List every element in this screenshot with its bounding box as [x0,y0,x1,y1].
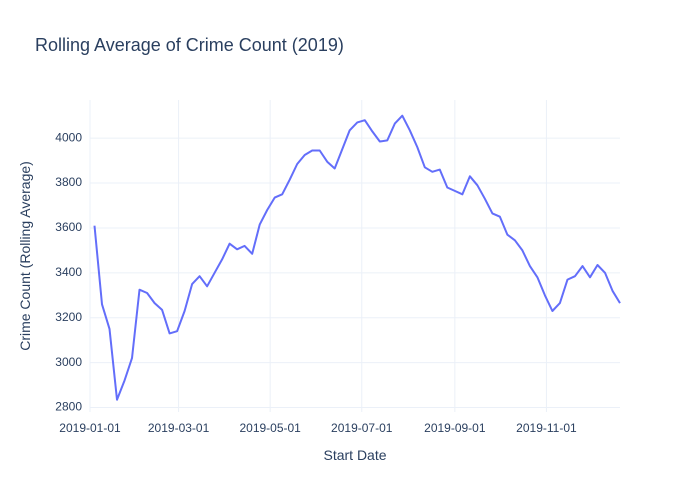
x-tick-label: 2019-05-01 [239,421,301,435]
chart-title: Rolling Average of Crime Count (2019) [35,35,344,55]
x-tick-label: 2019-01-01 [59,421,121,435]
x-tick-label: 2019-07-01 [331,421,393,435]
y-tick-label: 3400 [55,265,82,279]
y-tick-label: 4000 [55,130,82,144]
x-axis-label: Start Date [323,447,386,463]
x-tick-label: 2019-09-01 [424,421,486,435]
y-tick-label: 3200 [55,310,82,324]
y-tick-label: 3800 [55,175,82,189]
y-tick-label: 3000 [55,355,82,369]
y-tick-label: 3600 [55,220,82,234]
line-series [93,114,621,401]
x-tick-label: 2019-11-01 [516,421,577,435]
x-tick-label: 2019-03-01 [148,421,210,435]
y-tick-label: 2800 [55,400,82,414]
y-axis-label: Crime Count (Rolling Average) [17,161,33,351]
